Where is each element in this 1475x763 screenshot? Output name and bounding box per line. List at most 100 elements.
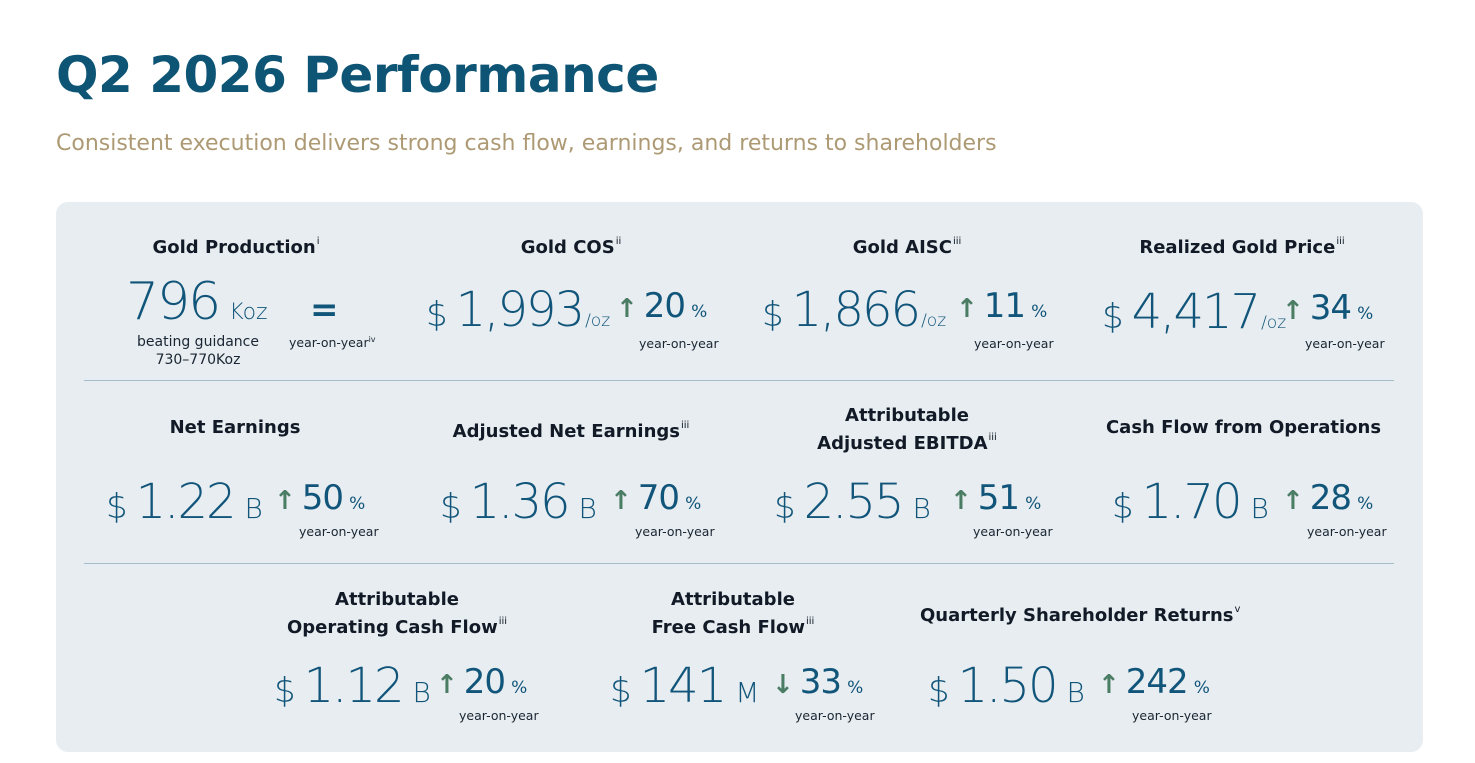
yoy-label: year-on-year <box>974 336 1054 351</box>
arrow-up-icon: ↑ <box>956 294 978 324</box>
currency-symbol: $ <box>1102 297 1124 337</box>
metric-label: Realized Gold Price <box>1139 237 1336 258</box>
yoy-label: year-on-yeariv <box>289 335 376 351</box>
currency-symbol: $ <box>106 487 128 527</box>
metric-label: Quarterly Shareholder Returns <box>920 605 1234 626</box>
footnote-marker: iii <box>681 420 690 431</box>
metric-unit: /oz <box>1261 313 1287 333</box>
arrow-up-icon: ↑ <box>1282 486 1304 516</box>
equals-icon: = <box>310 290 339 330</box>
yoy-label: year-on-year <box>1305 336 1385 351</box>
currency-symbol: $ <box>610 671 632 711</box>
metric-unit: Koz <box>229 300 268 325</box>
yoy-label: year-on-year <box>1307 524 1387 539</box>
metric-label: Adjusted Net Earnings <box>452 421 680 442</box>
metric-net-earnings: Net Earnings $ 1.22 B ↑ 50 % year-on-yea… <box>96 416 396 546</box>
metric-adjusted-net-earnings: Adjusted Net Earningsiii $ 1.36 B ↑ 70 %… <box>426 416 736 546</box>
currency-symbol: $ <box>274 671 296 711</box>
yoy-label: year-on-year <box>973 524 1053 539</box>
metric-value: 1.22 <box>135 474 237 530</box>
metric-label-line1: Attributable <box>845 405 969 426</box>
metric-unit: B <box>244 492 263 525</box>
percent-sign: % <box>1031 302 1048 322</box>
metric-unit: B <box>912 492 931 525</box>
currency-symbol: $ <box>426 295 448 335</box>
metric-attributable-adjusted-ebitda: Attributable Adjusted EBITDAiii $ 2.55 B… <box>762 404 1072 546</box>
footnote-marker: v <box>1234 604 1241 615</box>
yoy-label: year-on-year <box>795 708 875 723</box>
metric-label: Gold COS <box>520 237 615 258</box>
yoy-label: year-on-year <box>1132 708 1212 723</box>
metric-value: 796 <box>126 272 221 332</box>
metric-unit: /oz <box>921 311 947 331</box>
metric-unit: B <box>1066 676 1085 709</box>
metric-value: 141 <box>639 658 728 714</box>
metric-unit: M <box>735 676 760 709</box>
metric-cash-flow-operations: Cash Flow from Operations $ 1.70 B ↑ 28 … <box>1096 416 1406 546</box>
change-value: 28 <box>1309 478 1352 518</box>
yoy-label: year-on-year <box>639 336 719 351</box>
metric-value: 4,417 <box>1131 284 1261 340</box>
yoy-label: year-on-year <box>635 524 715 539</box>
guidance-note: beating guidance 730–770Koz <box>137 334 259 368</box>
metric-unit: B <box>1250 492 1269 525</box>
change-value: 20 <box>463 662 506 702</box>
change-value: 51 <box>977 478 1020 518</box>
arrow-up-icon: ↑ <box>436 670 458 700</box>
metric-value: 1,993 <box>455 282 585 338</box>
footnote-marker: iii <box>952 236 962 247</box>
arrow-up-icon: ↑ <box>616 294 638 324</box>
page-title: Q2 2026 Performance <box>56 46 659 104</box>
footnote-marker: ii <box>615 236 622 247</box>
arrow-up-icon: ↑ <box>274 486 296 516</box>
percent-sign: % <box>1025 494 1042 514</box>
arrow-down-icon: ↓ <box>772 670 794 700</box>
percent-sign: % <box>511 678 528 698</box>
currency-symbol: $ <box>762 295 784 335</box>
page-subtitle: Consistent execution delivers strong cas… <box>56 131 997 156</box>
yoy-label: year-on-year <box>459 708 539 723</box>
change-value: 242 <box>1125 662 1189 702</box>
metric-label-line1: Attributable <box>335 589 459 610</box>
metric-gold-aisc: Gold AISCiii $ 1,866 /oz ↑ 11 % year-on-… <box>752 232 1062 372</box>
metric-value: 2.55 <box>803 474 905 530</box>
percent-sign: % <box>847 678 864 698</box>
metric-value: 1.70 <box>1141 474 1243 530</box>
percent-sign: % <box>685 494 702 514</box>
footnote-marker: i <box>316 236 320 247</box>
footnote-marker: iii <box>498 616 508 627</box>
change-value: 34 <box>1309 288 1352 328</box>
metric-attributable-operating-cash-flow: Attributable Operating Cash Flowiii $ 1.… <box>264 588 574 738</box>
row-divider <box>84 380 1394 381</box>
currency-symbol: $ <box>1112 487 1134 527</box>
metric-label-line2: Operating Cash Flow <box>286 617 498 638</box>
percent-sign: % <box>1357 494 1374 514</box>
metric-value: 1.36 <box>469 474 571 530</box>
change-value: 20 <box>643 286 686 326</box>
metric-gold-production: Gold Productioni 796 Koz = beating guida… <box>96 232 376 372</box>
metric-value: 1.12 <box>303 658 405 714</box>
metric-attributable-free-cash-flow: Attributable Free Cash Flowiii $ 141 M ↓… <box>600 588 910 738</box>
percent-sign: % <box>349 494 366 514</box>
metric-unit: B <box>578 492 597 525</box>
change-value: 70 <box>637 478 680 518</box>
metric-realized-gold-price: Realized Gold Priceiii $ 4,417 /oz ↑ 34 … <box>1092 232 1402 372</box>
change-value: 33 <box>799 662 842 702</box>
row-divider <box>84 563 1394 564</box>
yoy-label: year-on-year <box>299 524 379 539</box>
metric-unit: B <box>412 676 431 709</box>
currency-symbol: $ <box>928 671 950 711</box>
arrow-up-icon: ↑ <box>950 486 972 516</box>
arrow-up-icon: ↑ <box>1282 296 1304 326</box>
currency-symbol: $ <box>774 487 796 527</box>
percent-sign: % <box>1357 304 1374 324</box>
footnote-marker: iii <box>988 432 997 443</box>
metric-label: Gold AISC <box>852 237 952 258</box>
change-value: 50 <box>301 478 344 518</box>
footnote-marker: iii <box>1336 236 1345 247</box>
percent-sign: % <box>691 302 708 322</box>
metric-unit: /oz <box>585 311 611 331</box>
metric-label-line2: Free Cash Flow <box>651 617 805 638</box>
metric-label: Cash Flow from Operations <box>1105 417 1382 438</box>
arrow-up-icon: ↑ <box>1098 670 1120 700</box>
